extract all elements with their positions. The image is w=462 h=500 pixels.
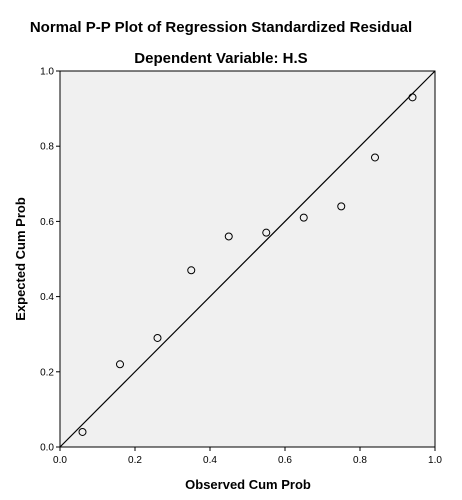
x-tick-label: 1.0 [428,455,442,466]
reference-line [59,70,436,448]
data-point-10 [408,93,417,102]
ticks-layer: 0.0 0.2 0.4 0.6 0.8 1.0 0.0 0.2 0.4 0.6 0.8 1.0 [40,67,442,467]
y-tick-label: 0.8 [40,142,54,153]
data-point-4 [187,266,196,275]
y-tick-label: 0.2 [40,367,54,378]
x-tick-label: 0.8 [353,455,367,466]
data-point-7 [299,213,308,222]
y-axis-label: Expected Cum Prob [13,197,28,321]
x-tick-label: 0.4 [203,455,217,466]
data-point-8 [337,202,346,211]
y-tick-label: 1.0 [40,67,54,78]
data-point-2 [116,360,124,369]
data-point-1 [78,427,87,436]
data-point-6 [262,228,271,237]
data-point-5 [224,232,233,241]
chart-title: Normal P-P Plot of Regression Standardiz… [30,19,412,36]
y-tick-label: 0.6 [40,217,54,228]
chart-subtitle: Dependent Variable: H.S [134,50,307,67]
x-axis-label: Observed Cum Prob [185,477,311,492]
y-tick-label: 0.4 [40,292,54,303]
data-point-3 [153,333,162,342]
x-tick-label: 0.6 [278,455,292,466]
points-layer [78,93,417,436]
x-tick-label: 0.0 [53,455,67,466]
x-tick-label: 0.2 [128,455,142,466]
y-tick-label: 0.0 [40,443,54,454]
data-point-9 [371,153,379,162]
